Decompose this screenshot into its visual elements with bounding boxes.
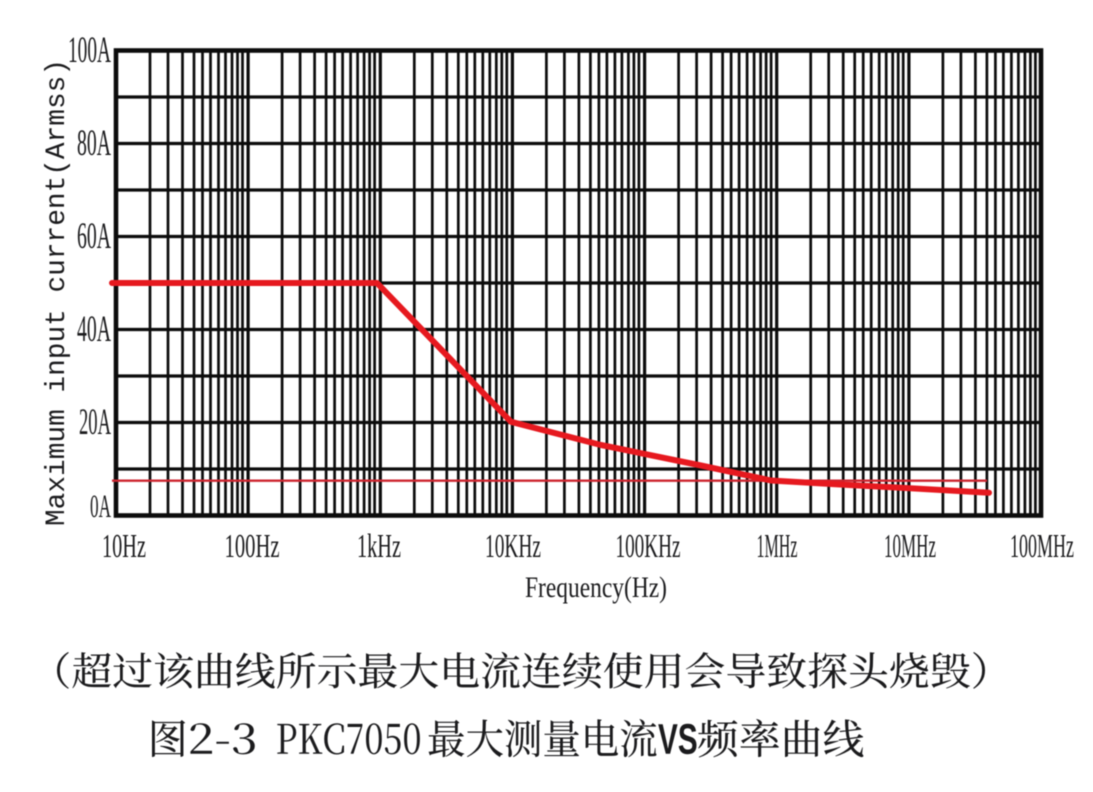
svg-text:10KHz: 10KHz [485,528,541,565]
svg-text:60A: 60A [77,216,111,257]
svg-text:Frequency(Hz): Frequency(Hz) [525,571,667,604]
svg-text:10MHz: 10MHz [884,528,936,565]
svg-text:1kHz: 1kHz [357,528,401,565]
svg-text:100Hz: 100Hz [225,528,280,565]
svg-text:100MHz: 100MHz [1010,528,1074,565]
svg-text:40A: 40A [77,309,111,350]
svg-text:100A: 100A [68,30,111,71]
svg-text:20A: 20A [79,402,111,443]
svg-text:0A: 0A [90,489,111,525]
svg-text:Maximum input current(Armss): Maximum input current(Armss) [42,59,73,526]
svg-text:1MHz: 1MHz [757,528,798,565]
svg-text:80A: 80A [77,123,111,164]
svg-text:10Hz: 10Hz [102,528,146,565]
svg-text:100KHz: 100KHz [616,528,681,565]
